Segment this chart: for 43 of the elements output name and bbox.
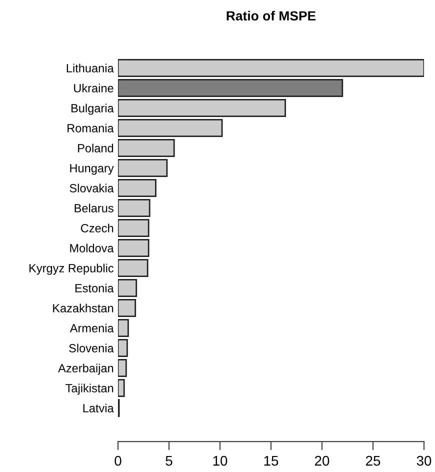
y-tick-label: Belarus — [74, 204, 114, 212]
y-tick-label: Slovakia — [70, 184, 114, 192]
bar — [118, 139, 175, 157]
y-tick-label: Hungary — [70, 164, 114, 175]
bar — [118, 119, 223, 137]
x-tick-label: 20 — [314, 456, 330, 466]
y-tick-label: Romania — [68, 124, 114, 132]
bar — [118, 279, 138, 297]
y-tick-label: Kyrgyz Republic — [30, 264, 114, 275]
bar — [118, 199, 150, 217]
y-tick-label: Latvia — [83, 404, 114, 412]
bar — [118, 319, 129, 337]
bar — [118, 179, 156, 197]
x-tick-label: 0 — [114, 456, 122, 466]
x-tick-label: 15 — [264, 456, 278, 466]
y-tick-label: Tajikistan — [66, 384, 114, 395]
chart-title: Ratio of MSPE — [226, 10, 316, 21]
x-tick-label: 25 — [366, 456, 380, 466]
bar — [118, 299, 136, 317]
bar — [118, 359, 127, 377]
y-tick-label: Estonia — [75, 284, 114, 292]
bar — [118, 99, 286, 117]
y-tick-label: Slovenia — [69, 344, 114, 352]
y-tick-label: Azerbaijan — [58, 364, 114, 375]
x-tick-label: 10 — [213, 456, 228, 466]
x-tick-label: 5 — [166, 456, 172, 466]
x-tick-label: 30 — [416, 456, 432, 466]
bar — [118, 219, 150, 237]
bar — [118, 339, 128, 357]
bar — [118, 79, 344, 97]
y-tick-label: Czech — [80, 224, 114, 232]
y-tick-label: Kazakhstan — [53, 304, 114, 312]
bar — [118, 239, 150, 257]
bar — [118, 379, 125, 397]
y-tick-label: Ukraine — [74, 84, 114, 92]
y-tick-label: Bulgaria — [71, 104, 114, 115]
y-tick-label: Lithuania — [66, 64, 114, 72]
y-tick-label: Poland — [78, 144, 114, 152]
y-tick-label: Armenia — [70, 324, 114, 332]
y-tick-label: Moldova — [70, 244, 114, 252]
bar — [118, 59, 424, 77]
bar — [118, 159, 168, 177]
bar — [118, 259, 148, 277]
